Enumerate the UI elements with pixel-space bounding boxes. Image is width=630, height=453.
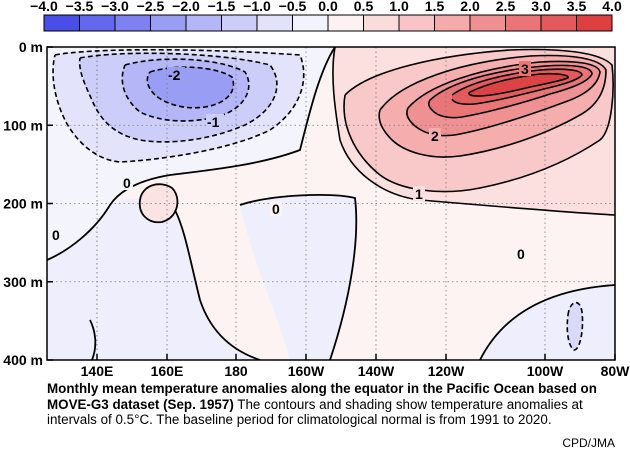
contours-positive bbox=[332, 47, 615, 216]
colorbar-tick-label: 1.0 bbox=[389, 0, 409, 14]
colorbar-tick-label: 4.0 bbox=[602, 0, 622, 14]
colorbar-tick-label: −1.0 bbox=[243, 0, 271, 14]
colorbar-swatch bbox=[363, 14, 400, 32]
y-tick-label: 300 m bbox=[3, 274, 43, 290]
colorbar-tick-label: −4.0 bbox=[30, 0, 58, 14]
contour-zero-east bbox=[479, 284, 615, 360]
contour-plus10 bbox=[343, 48, 614, 193]
contour-plus05 bbox=[332, 47, 615, 216]
caption: Monthly mean temperature anomalies along… bbox=[47, 381, 617, 428]
x-axis: 140E 160E 180 160W 140W 120W 100W 80W bbox=[81, 354, 630, 379]
plot-area: -2 -1 0 0 0 0 1 2 3 bbox=[47, 47, 615, 360]
colorbar-tick-label: 0.0 bbox=[318, 0, 338, 14]
contour-plus15 bbox=[378, 54, 607, 158]
colorbar: −4.0 −3.5 −3.0 −2.5 −2.0 −1.5 −1.0 −0.5 0.0 0.5 1.… bbox=[30, 0, 622, 32]
x-tick-label: 140W bbox=[358, 363, 395, 379]
colorbar-tick-label: −2.5 bbox=[137, 0, 165, 14]
colorbar-swatch bbox=[434, 14, 471, 32]
contour-label-minus2: -2 bbox=[168, 67, 181, 83]
colorbar-tick-label: −3.5 bbox=[66, 0, 94, 14]
colorbar-swatch bbox=[114, 14, 151, 32]
colorbar-swatch bbox=[150, 14, 187, 32]
colorbar-swatch bbox=[469, 14, 506, 32]
anomaly-neg-blob-east bbox=[567, 302, 583, 350]
colorbar-tick-label: −0.5 bbox=[279, 0, 307, 14]
colorbar-swatch bbox=[505, 14, 542, 32]
contour-label-plus2: 2 bbox=[431, 128, 439, 144]
colorbar-swatch bbox=[576, 14, 613, 32]
anomaly-neg-region-lower bbox=[47, 198, 260, 360]
contour-zero-center bbox=[174, 209, 261, 360]
colorbar-tick-label: 3.0 bbox=[531, 0, 551, 14]
y-tick-label: 0 m bbox=[19, 39, 43, 55]
contour-plus20 bbox=[406, 60, 601, 137]
contour-label-zero-4: 0 bbox=[517, 246, 525, 262]
contour-minus05-east bbox=[566, 301, 584, 351]
contour-minus20 bbox=[146, 66, 235, 109]
x-tick-label: 180 bbox=[224, 363, 248, 379]
colorbar-tick-label: 2.5 bbox=[496, 0, 516, 14]
contour-zero-blob bbox=[138, 183, 179, 224]
anomaly-neg-east-bottom bbox=[480, 285, 615, 360]
anomaly-pos-blob bbox=[139, 184, 178, 223]
x-tick-label: 160W bbox=[288, 363, 325, 379]
anomaly-neg-region-center bbox=[240, 194, 357, 360]
colorbar-swatch bbox=[43, 14, 80, 32]
contours-zero bbox=[47, 47, 615, 360]
colorbar-swatch bbox=[540, 14, 577, 32]
x-tick-label: 100W bbox=[527, 363, 564, 379]
anomaly-plus35 bbox=[468, 73, 569, 96]
colorbar-swatch bbox=[256, 14, 293, 32]
colorbar-swatch bbox=[221, 14, 258, 32]
contour-plus30 bbox=[451, 68, 583, 106]
y-tick-label: 200 m bbox=[3, 196, 43, 212]
contour-minus05 bbox=[52, 48, 305, 163]
colorbar-tick-label: 1.5 bbox=[425, 0, 445, 14]
y-tick-label: 100 m bbox=[3, 117, 43, 133]
caption-title: Monthly mean temperature anomalies along… bbox=[47, 381, 597, 412]
y-axis: 0 m 100 m 200 m 300 m 400 m bbox=[3, 39, 53, 368]
colorbar-swatch bbox=[79, 14, 116, 32]
colorbar-tick-label: 0.5 bbox=[354, 0, 374, 14]
contour-label-plus3: 3 bbox=[521, 61, 529, 77]
x-tick-label: 160E bbox=[151, 363, 184, 379]
contour-label-zero-1: 0 bbox=[123, 175, 131, 191]
contour-labels: -2 -1 0 0 0 0 1 2 3 bbox=[50, 61, 531, 262]
y-tick-label: 400 m bbox=[3, 352, 43, 368]
contour-zero-west bbox=[47, 47, 336, 261]
x-tick-label: 140E bbox=[81, 363, 114, 379]
contour-label-plus1: 1 bbox=[415, 186, 423, 202]
contour-label-minus1: -1 bbox=[207, 114, 220, 130]
caption-text: The contours and shading show temperatur… bbox=[47, 396, 583, 428]
colorbar-tick-label: −3.0 bbox=[101, 0, 129, 14]
gridlines-group bbox=[47, 47, 615, 360]
contour-zero-center2 bbox=[239, 194, 358, 360]
colorbar-swatch bbox=[398, 14, 435, 32]
credit: CPD/JMA bbox=[562, 436, 615, 450]
x-tick-label: 80W bbox=[601, 363, 630, 379]
colorbar-tick-label: −1.5 bbox=[208, 0, 236, 14]
colorbar-swatch bbox=[292, 14, 329, 32]
colorbar-tick-label: 2.0 bbox=[460, 0, 480, 14]
contour-label-zero-3: 0 bbox=[52, 227, 60, 243]
colorbar-swatch bbox=[327, 14, 364, 32]
colorbar-tick-label: 3.5 bbox=[567, 0, 587, 14]
x-tick-label: 120W bbox=[428, 363, 465, 379]
contour-label-zero-2: 0 bbox=[272, 201, 280, 217]
colorbar-swatch bbox=[185, 14, 222, 32]
colorbar-tick-label: −2.0 bbox=[172, 0, 200, 14]
contour-zero-sw bbox=[89, 319, 97, 360]
